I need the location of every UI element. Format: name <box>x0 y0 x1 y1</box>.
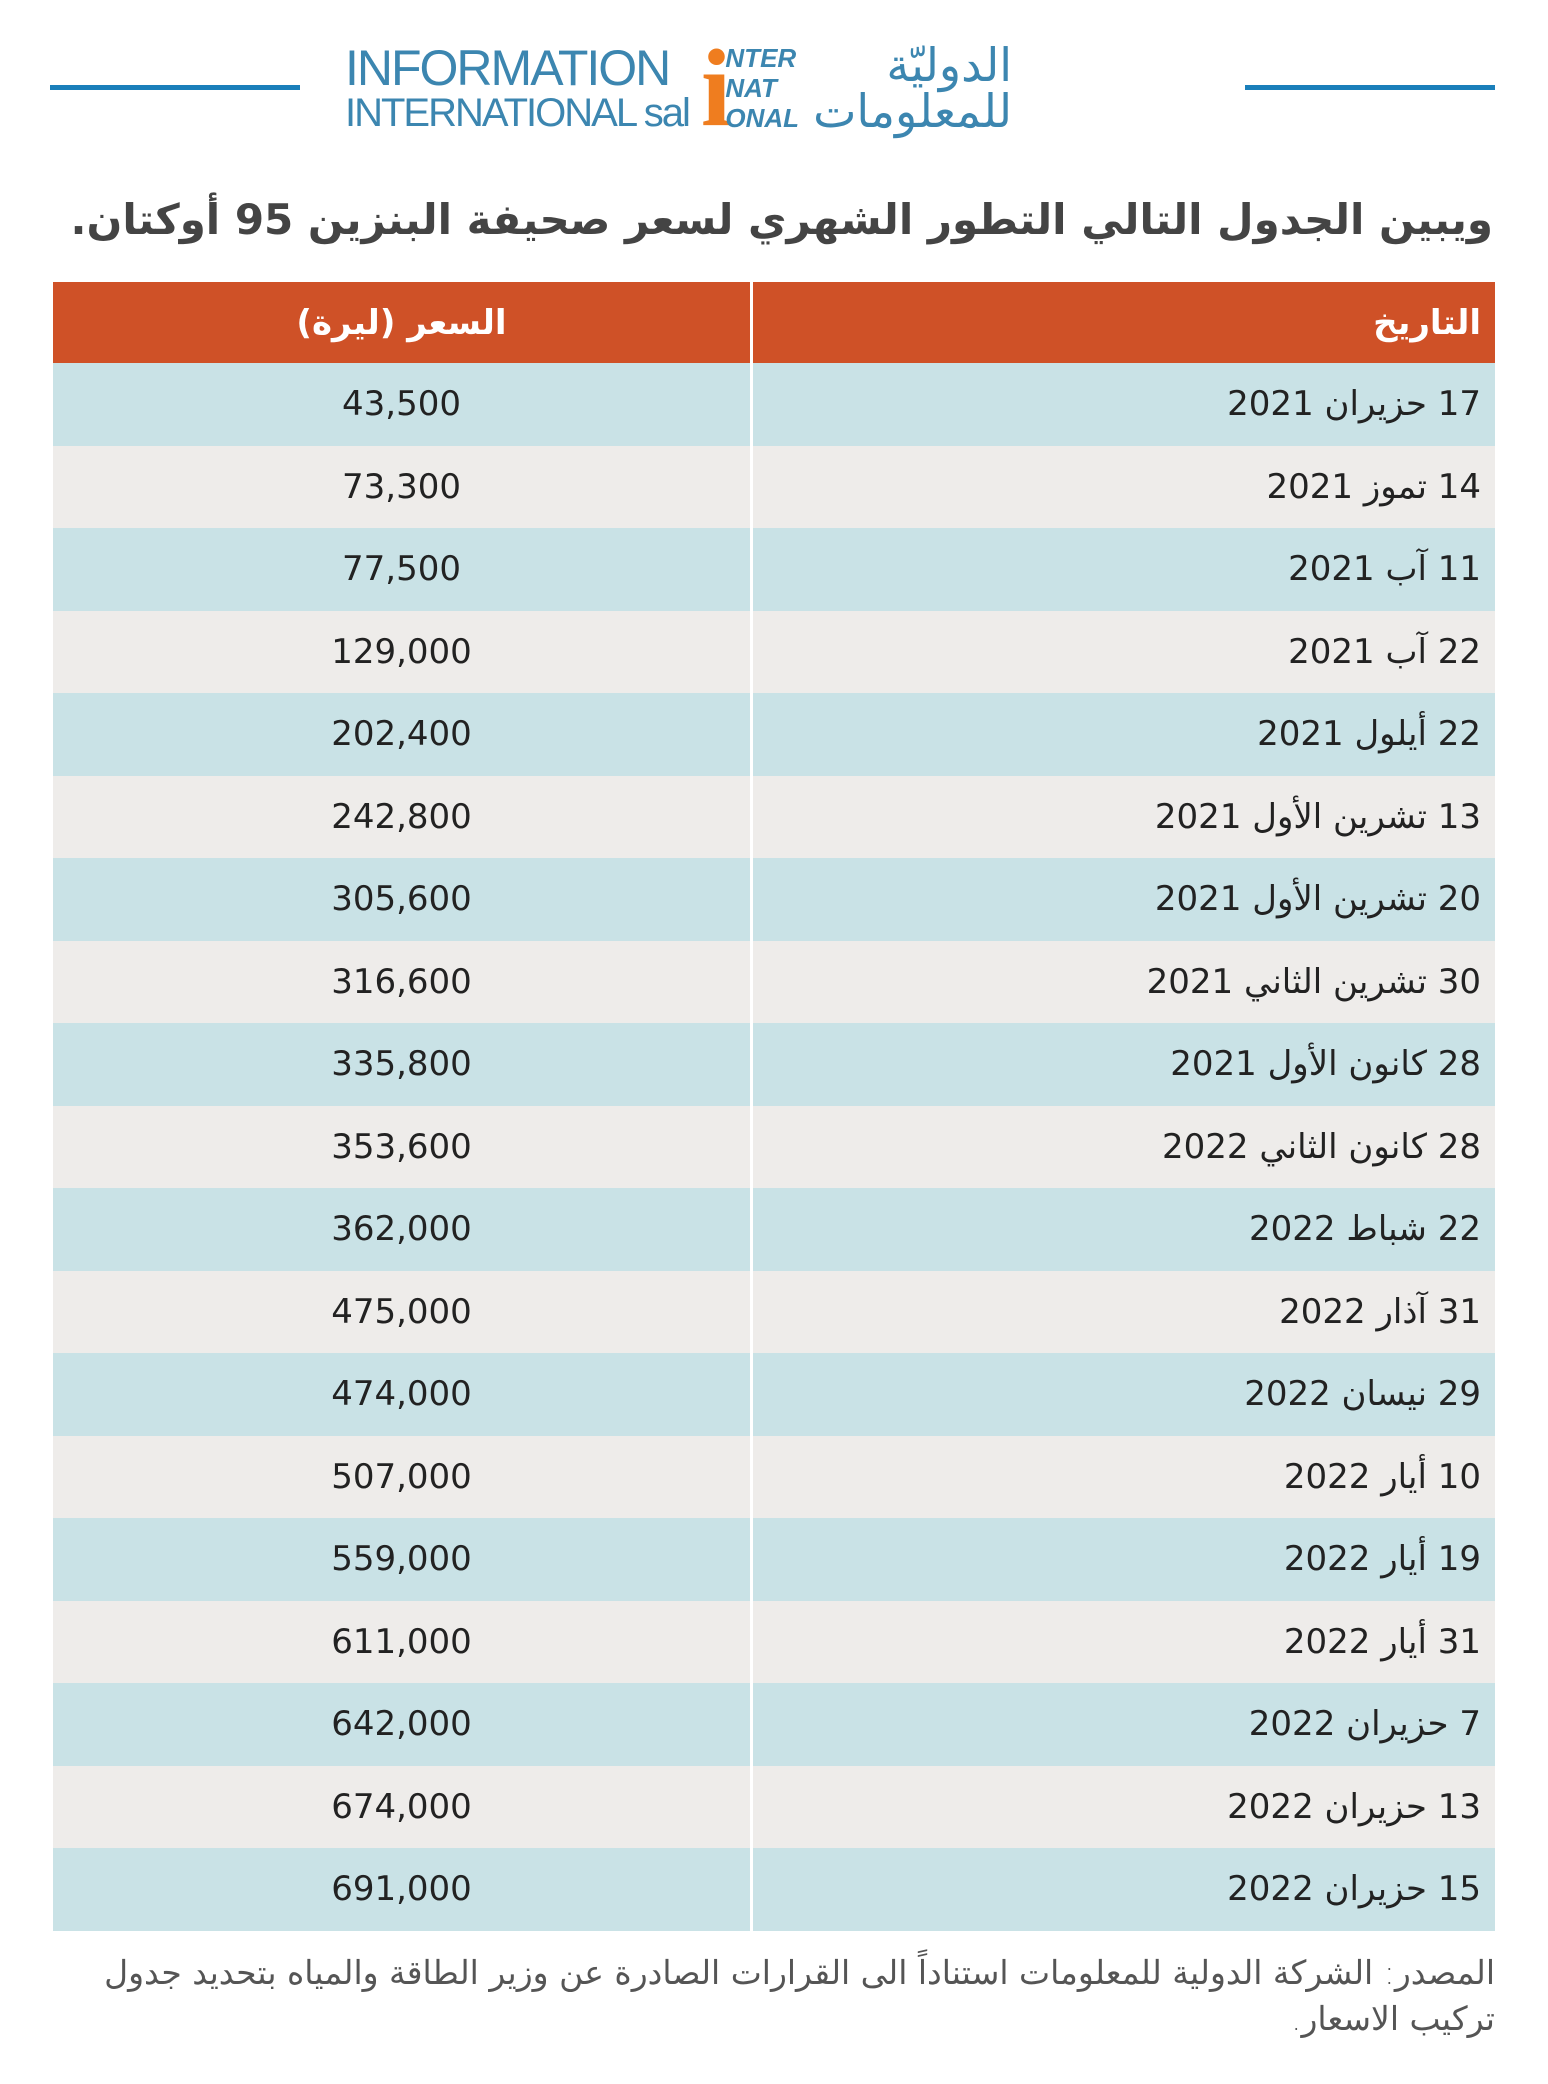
price-cell: 316,600 <box>53 940 752 1023</box>
price-cell: 642,000 <box>53 1683 752 1766</box>
date-cell: 28 كانون الأول 2021 <box>750 1023 1495 1106</box>
price-cell: 305,600 <box>53 858 752 941</box>
date-cell: 31 آذار 2022 <box>750 1270 1495 1353</box>
price-cell: 77,500 <box>53 528 752 611</box>
date-cell: 15 حزيران 2022 <box>750 1848 1495 1931</box>
price-cell: 559,000 <box>53 1518 752 1601</box>
table-row: 29 نيسان 2022 474,000 <box>53 1353 1495 1436</box>
table-row: 31 أيار 2022 611,000 <box>53 1600 1495 1683</box>
price-cell: 335,800 <box>53 1023 752 1106</box>
table-row: 31 آذار 2022 475,000 <box>53 1270 1495 1353</box>
logo-arabic: الدوليّة للمعلومات <box>813 37 1013 138</box>
header-rule-left <box>50 85 300 90</box>
table-row: 13 حزيران 2022 674,000 <box>53 1765 1495 1848</box>
table-row: 30 تشرين الثاني 2021 316,600 <box>53 940 1495 1023</box>
column-header-date: التاريخ <box>750 282 1495 363</box>
table-row: 28 كانون الأول 2021 335,800 <box>53 1023 1495 1106</box>
date-cell: 22 شباط 2022 <box>750 1188 1495 1271</box>
date-cell: 10 أيار 2022 <box>750 1435 1495 1518</box>
date-cell: 30 تشرين الثاني 2021 <box>750 940 1495 1023</box>
table-row: 19 أيار 2022 559,000 <box>53 1518 1495 1601</box>
table-row: 11 آب 2021 77,500 <box>53 528 1495 611</box>
price-cell: 475,000 <box>53 1270 752 1353</box>
price-cell: 242,800 <box>53 775 752 858</box>
table-row: 13 تشرين الأول 2021 242,800 <box>53 775 1495 858</box>
date-cell: 7 حزيران 2022 <box>750 1683 1495 1766</box>
table-row: 22 شباط 2022 362,000 <box>53 1188 1495 1271</box>
logo: INFORMATION INTERNATIONAL sal i NTER NAT… <box>345 33 1013 143</box>
price-cell: 353,600 <box>53 1105 752 1188</box>
price-cell: 129,000 <box>53 610 752 693</box>
date-cell: 14 تموز 2021 <box>750 445 1495 528</box>
date-cell: 19 أيار 2022 <box>750 1518 1495 1601</box>
table-row: 22 أيلول 2021 202,400 <box>53 693 1495 776</box>
price-cell: 362,000 <box>53 1188 752 1271</box>
table-row: 22 آب 2021 129,000 <box>53 610 1495 693</box>
source-note: المصدر: الشركة الدولية للمعلومات استنادا… <box>104 1953 1495 2038</box>
date-cell: 28 كانون الثاني 2022 <box>750 1105 1495 1188</box>
table-row: 14 تموز 2021 73,300 <box>53 445 1495 528</box>
date-cell: 29 نيسان 2022 <box>750 1353 1495 1436</box>
date-cell: 22 أيلول 2021 <box>750 693 1495 776</box>
date-cell: 31 أيار 2022 <box>750 1600 1495 1683</box>
date-cell: 20 تشرين الأول 2021 <box>750 858 1495 941</box>
price-cell: 674,000 <box>53 1765 752 1848</box>
price-cell: 474,000 <box>53 1353 752 1436</box>
price-cell: 73,300 <box>53 445 752 528</box>
price-cell: 507,000 <box>53 1435 752 1518</box>
date-cell: 13 حزيران 2022 <box>750 1765 1495 1848</box>
price-table: التاريخ السعر (ليرة) 17 حزيران 2021 43,50… <box>53 282 1495 1931</box>
logo-english: INFORMATION INTERNATIONAL sal <box>345 39 691 135</box>
table-header: التاريخ السعر (ليرة) <box>53 282 1495 363</box>
logo-mark-text: NTER NAT ONAL <box>725 42 800 133</box>
table-row: 7 حزيران 2022 642,000 <box>53 1683 1495 1766</box>
table-row: 20 تشرين الأول 2021 305,600 <box>53 858 1495 941</box>
price-cell: 43,500 <box>53 363 752 446</box>
date-cell: 22 آب 2021 <box>750 610 1495 693</box>
column-header-price: السعر (ليرة) <box>53 282 752 363</box>
header-rule-right <box>1245 85 1495 90</box>
date-cell: 11 آب 2021 <box>750 528 1495 611</box>
table-row: 28 كانون الثاني 2022 353,600 <box>53 1105 1495 1188</box>
date-cell: 13 تشرين الأول 2021 <box>750 775 1495 858</box>
table-row: 17 حزيران 2021 43,500 <box>53 363 1495 446</box>
price-cell: 202,400 <box>53 693 752 776</box>
logo-i-mark: i <box>700 26 732 149</box>
page-title: ويبين الجدول التالي التطور الشهري لسعر ص… <box>70 195 1493 244</box>
date-cell: 17 حزيران 2021 <box>750 363 1495 446</box>
price-cell: 691,000 <box>53 1848 752 1931</box>
table-row: 15 حزيران 2022 691,000 <box>53 1848 1495 1931</box>
table-row: 10 أيار 2022 507,000 <box>53 1435 1495 1518</box>
price-cell: 611,000 <box>53 1600 752 1683</box>
